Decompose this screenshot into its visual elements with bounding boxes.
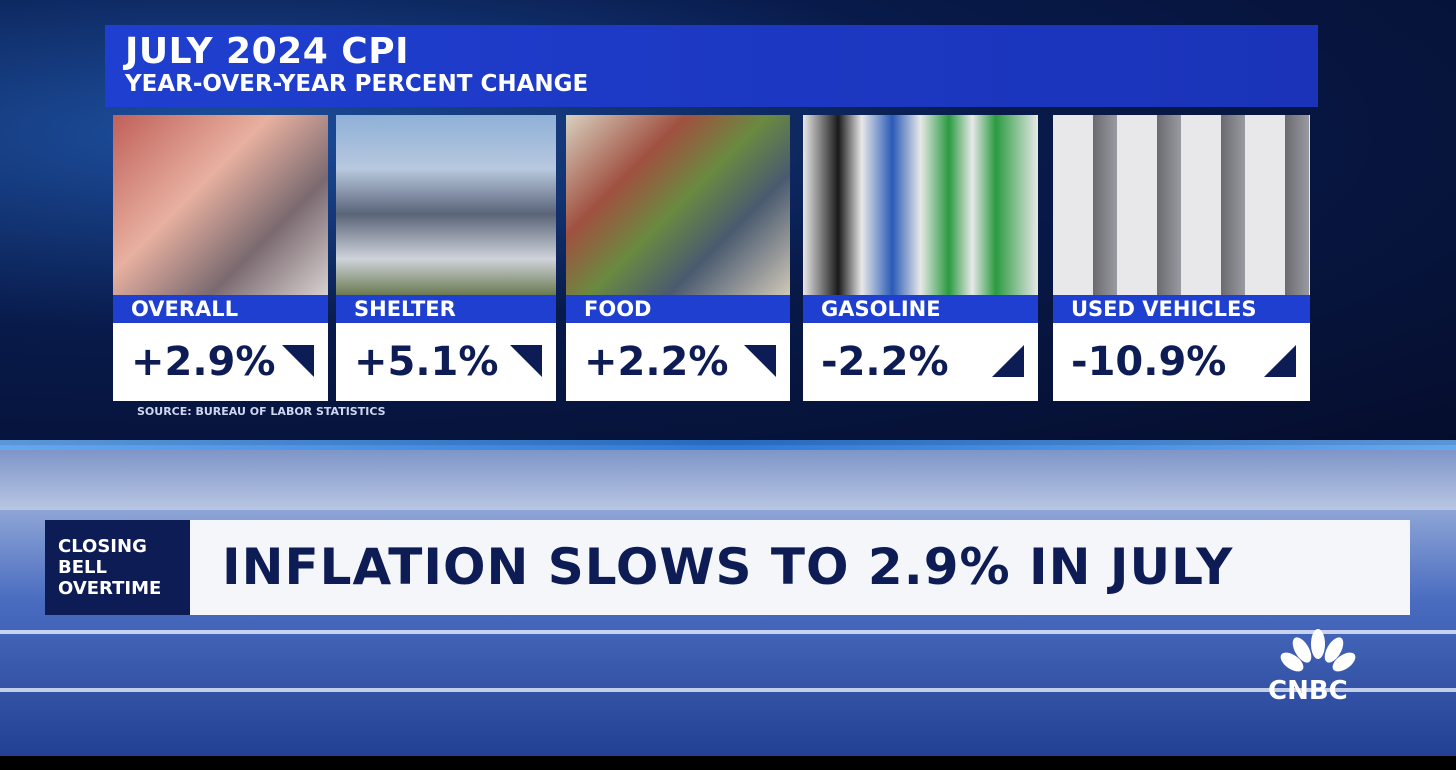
photo	[1053, 115, 1310, 295]
trend-icon	[510, 345, 542, 377]
card-value: -2.2%	[803, 323, 1038, 401]
card-value: -10.9%	[1053, 323, 1310, 401]
title: JULY 2024 CPI	[125, 31, 409, 72]
trend-icon	[744, 345, 776, 377]
peacock-logo	[1280, 629, 1356, 672]
source-note: SOURCE: BUREAU OF LABOR STATISTICS	[137, 405, 386, 418]
headline: INFLATION SLOWS TO 2.9% IN JULY	[190, 520, 1410, 615]
graphic-header: JULY 2024 CPI YEAR-OVER-YEAR PERCENT CHA…	[105, 25, 1318, 107]
trend-icon	[1264, 345, 1296, 377]
logo-text: CNBC	[1268, 676, 1348, 706]
card-value: +5.1%	[336, 323, 556, 401]
card-value: +2.2%	[566, 323, 790, 401]
card-label: OVERALL	[113, 295, 328, 323]
show-name-text: CLOSING BELL OVERTIME	[58, 536, 162, 599]
show-name: CLOSING BELL OVERTIME	[45, 520, 190, 615]
letterbox	[0, 756, 1456, 770]
floor-stripe	[0, 688, 1456, 692]
photo	[803, 115, 1038, 295]
card-label: FOOD	[566, 295, 790, 323]
subtitle: YEAR-OVER-YEAR PERCENT CHANGE	[125, 71, 589, 97]
photo	[113, 115, 328, 295]
card-label: USED VEHICLES	[1053, 295, 1310, 323]
photo	[336, 115, 556, 295]
card-label: SHELTER	[336, 295, 556, 323]
card-value: +2.9%	[113, 323, 328, 401]
trend-icon	[282, 345, 314, 377]
studio-desk	[0, 450, 1456, 510]
card-label: GASOLINE	[803, 295, 1038, 323]
photo	[566, 115, 790, 295]
trend-icon	[992, 345, 1024, 377]
floor-stripe	[0, 630, 1456, 634]
light-strip	[0, 440, 1456, 450]
